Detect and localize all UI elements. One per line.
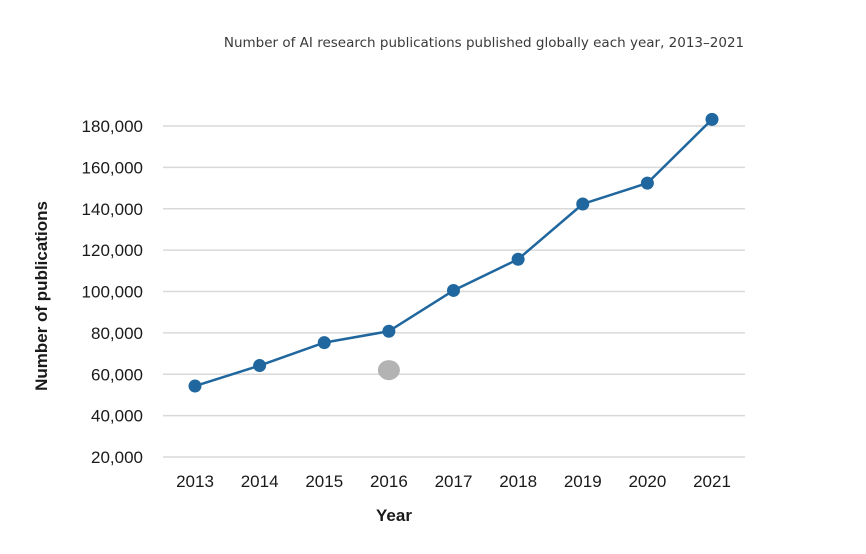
x-tick-label: 2015: [305, 472, 343, 491]
data-point: [253, 359, 267, 373]
overlay-marker: [377, 360, 400, 381]
y-tick-label: 180,000: [82, 117, 143, 136]
y-axis-label: Number of publications: [32, 201, 51, 391]
y-tick-label: 140,000: [82, 200, 143, 219]
data-point: [576, 197, 590, 211]
x-tick-label: 2013: [176, 472, 214, 491]
data-point: [188, 379, 202, 393]
y-tick-label: 100,000: [82, 283, 143, 302]
data-point: [705, 112, 719, 126]
y-tick-label: 20,000: [91, 448, 143, 467]
data-point: [382, 324, 396, 338]
y-tick-label: 160,000: [82, 158, 143, 177]
x-tick-label: 2021: [693, 472, 731, 491]
data-point: [447, 283, 460, 297]
x-axis-label: Year: [376, 506, 412, 525]
data-point: [640, 176, 654, 190]
data-point: [511, 252, 525, 266]
chart-title: Number of AI research publications publi…: [224, 35, 744, 51]
y-axis-ticks: 20,000 40,000 60,000 80,000 100,000 120,000 14…: [82, 117, 143, 467]
series-line: [194, 118, 713, 388]
x-tick-label: 2016: [370, 472, 408, 491]
y-tick-label: 60,000: [91, 365, 143, 384]
y-tick-label: 80,000: [91, 324, 143, 343]
y-tick-label: 120,000: [82, 241, 143, 260]
y-tick-label: 40,000: [91, 407, 143, 426]
series-publications: [188, 112, 719, 393]
x-tick-label: 2020: [628, 472, 666, 491]
x-axis-ticks: 2013 2014 2015 2016 2017 2018 2019 2020 2021: [176, 472, 731, 491]
x-tick-label: 2018: [499, 472, 537, 491]
x-tick-label: 2019: [564, 472, 602, 491]
data-point: [317, 336, 331, 350]
x-tick-label: 2014: [241, 472, 279, 491]
x-tick-label: 2017: [435, 472, 473, 491]
